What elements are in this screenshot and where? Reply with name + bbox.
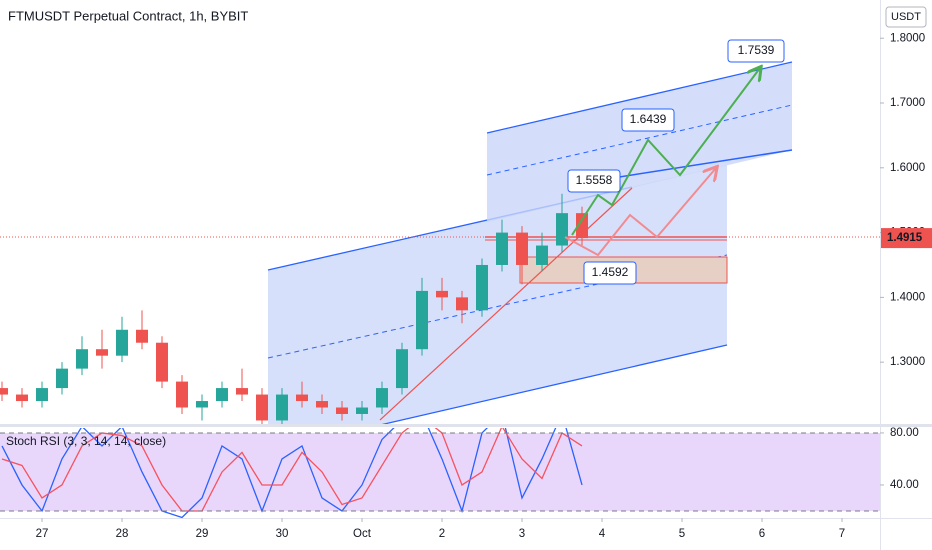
x-tick-label: 27 xyxy=(36,528,49,540)
y-tick-label: 1.6000 xyxy=(890,162,925,174)
price-labels: 1.7539 1.6439 1.5558 1.4592 xyxy=(567,39,785,285)
x-tick-label: 5 xyxy=(679,528,685,540)
rsi-band-fill xyxy=(0,433,880,511)
candle-body xyxy=(216,388,228,402)
candle-body xyxy=(576,213,588,239)
candle-body xyxy=(476,264,488,311)
y-tick-label: 1.4000 xyxy=(890,291,925,303)
rsi-line xyxy=(1,428,583,512)
channel-line xyxy=(486,61,793,134)
candle-body xyxy=(156,342,168,382)
candle-body xyxy=(276,394,288,421)
x-tick-label: 7 xyxy=(839,528,845,540)
candle-body xyxy=(516,232,528,265)
candle-body xyxy=(356,407,368,414)
x-tick-label: 6 xyxy=(759,528,765,540)
currency-label: USDT xyxy=(891,11,921,23)
label-box xyxy=(727,39,785,63)
label-box xyxy=(567,169,621,193)
candle-body xyxy=(456,297,468,311)
candle-body xyxy=(396,349,408,389)
projection-arrow xyxy=(564,168,716,257)
candle-body xyxy=(376,388,388,408)
y-tick-label: 1.8000 xyxy=(890,32,925,44)
x-tick-label: Oct xyxy=(353,528,372,540)
projection-arrow xyxy=(571,68,760,236)
y-tick-label: 80.00 xyxy=(890,427,919,439)
candle-body xyxy=(536,245,548,265)
x-tick-label: 29 xyxy=(196,528,209,540)
candle-body xyxy=(316,401,328,408)
y-tick-label: 1.3000 xyxy=(890,356,925,368)
last-price-tag xyxy=(881,228,932,249)
drawings xyxy=(0,61,880,425)
candle-body xyxy=(196,401,208,408)
indicator-title: Stoch RSI (3, 3, 14, 14, close) xyxy=(6,434,166,448)
annotation-label: 1.6439 xyxy=(630,112,667,126)
candle-body xyxy=(236,388,248,395)
candle-body xyxy=(76,349,88,369)
channel-line xyxy=(379,344,728,425)
x-tick-label: 4 xyxy=(599,528,606,540)
candle-body xyxy=(556,213,568,246)
y-tick-label: 40.00 xyxy=(890,479,919,491)
projections xyxy=(564,68,760,257)
channel-mid xyxy=(267,254,728,359)
candle-body xyxy=(256,394,268,421)
x-tick-label: 28 xyxy=(116,528,129,540)
candle-body xyxy=(336,407,348,414)
currency-button[interactable] xyxy=(885,6,927,28)
annotation-label: 1.5558 xyxy=(576,173,613,187)
label-box xyxy=(621,108,675,132)
x-tick-label: 2 xyxy=(439,528,445,540)
candle-body xyxy=(496,232,508,265)
candle-body xyxy=(296,394,308,402)
candle-body xyxy=(56,368,68,389)
candle-body xyxy=(0,388,8,395)
trend-line xyxy=(379,187,633,421)
candle-body xyxy=(436,290,448,298)
channel-fill xyxy=(268,165,727,425)
channel-line xyxy=(599,149,793,181)
candle-body xyxy=(416,290,428,350)
label-box xyxy=(583,261,637,285)
candle-body xyxy=(96,349,108,356)
channel-mid xyxy=(486,104,793,176)
x-tick-label: 3 xyxy=(519,528,525,540)
candle-body xyxy=(136,329,148,343)
x-tick-label: 30 xyxy=(276,528,289,540)
channel-fill xyxy=(487,62,792,222)
candle-body xyxy=(176,381,188,408)
chart-title: FTMUSDT Perpetual Contract, 1h, BYBIT xyxy=(8,8,248,23)
candle-body xyxy=(36,388,48,402)
axes: 1.30001.40001.50001.60001.70001.800040.0… xyxy=(0,32,932,540)
candle-body xyxy=(116,329,128,356)
rsi-line xyxy=(1,428,583,518)
last-price-label: 1.4915 xyxy=(887,232,923,244)
annotation-label: 1.4592 xyxy=(592,265,629,279)
annotation-label: 1.7539 xyxy=(738,43,775,57)
y-tick-label: 1.7000 xyxy=(890,97,925,109)
rsi-lines xyxy=(1,428,583,518)
candle-body xyxy=(16,394,28,402)
